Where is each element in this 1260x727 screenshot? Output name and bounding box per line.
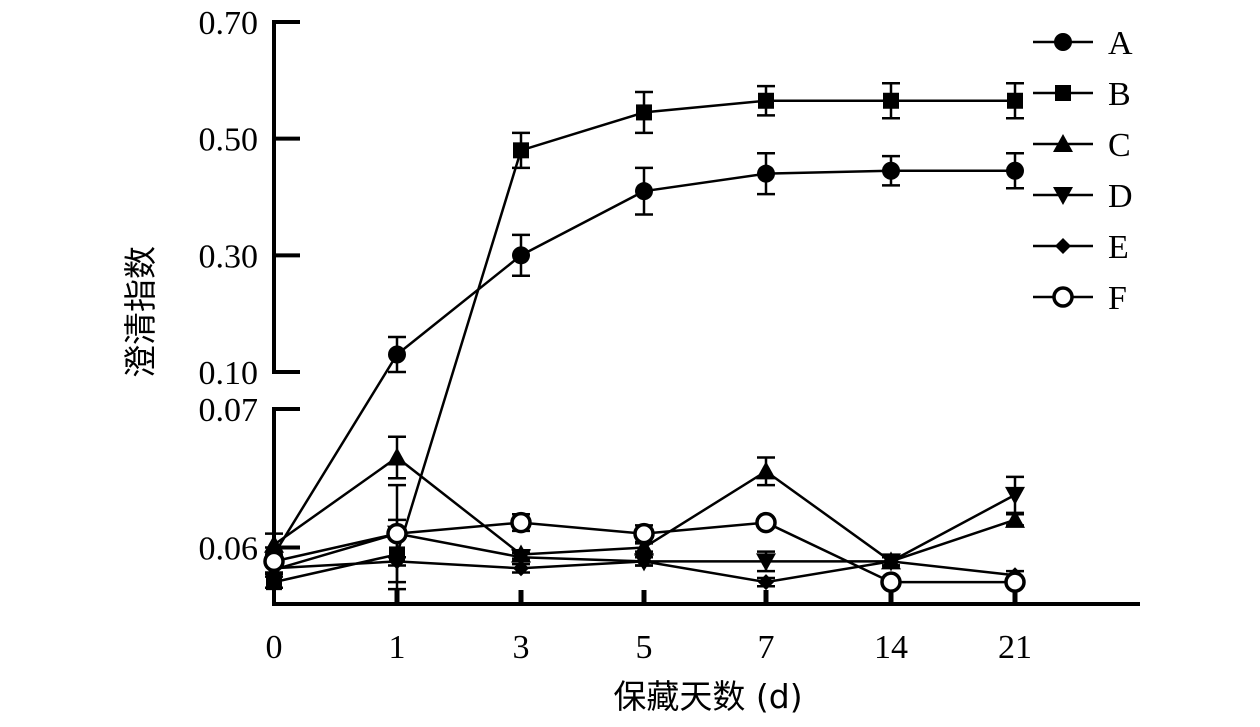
data-point (513, 142, 529, 159)
data-point (757, 164, 775, 183)
data-point (1004, 571, 1026, 593)
legend-item-F: F (1033, 280, 1127, 317)
data-point (263, 550, 285, 573)
legend-label: B (1108, 76, 1131, 113)
data-point (387, 447, 407, 466)
legend-label: E (1108, 229, 1129, 266)
y-tick-label: 0.50 (199, 122, 259, 159)
x-axis-title: 保藏天数 (d) (613, 677, 802, 716)
data-point (634, 537, 654, 556)
data-point (633, 522, 655, 545)
series-line-A (272, 169, 1015, 556)
data-point (513, 560, 529, 577)
data-point (882, 161, 900, 180)
legend-marker (1055, 238, 1071, 254)
x-tick-label: 7 (758, 629, 775, 666)
x-tick-label: 21 (998, 629, 1032, 666)
axes: 0.10 0.30 0.50 0.70 0.06 0.07 0 1 3 5 7 14 21 (199, 5, 1140, 666)
legend-marker (1054, 33, 1072, 51)
y-tick-label: 0.06 (199, 531, 259, 568)
legend-item-E: E (1033, 229, 1129, 266)
legend-marker (1055, 85, 1071, 101)
y-axis-title: 澄清指数 (121, 246, 160, 378)
data-point (1005, 486, 1025, 505)
data-point (510, 511, 532, 534)
data-point (389, 553, 405, 570)
data-point (1005, 509, 1025, 528)
data-point (511, 549, 531, 568)
x-tick-label: 0 (266, 629, 283, 666)
series-F (263, 511, 1026, 593)
x-tick-label: 3 (513, 629, 530, 666)
data-point (883, 92, 899, 109)
y-tick-label: 0.10 (199, 355, 259, 392)
x-tick-label: 5 (636, 629, 653, 666)
legend-item-C: C (1033, 127, 1131, 164)
legend-marker (1053, 134, 1073, 152)
legend-item-A: A (1033, 25, 1133, 62)
y-tick-label: 0.07 (199, 392, 259, 429)
data-point (880, 571, 902, 593)
data-point (388, 345, 406, 364)
series-A (265, 152, 1024, 564)
series-B (265, 82, 1024, 591)
data-point (266, 574, 282, 591)
data-point (512, 246, 530, 265)
series-layer (263, 82, 1026, 593)
legend-marker (1053, 187, 1073, 205)
data-point (755, 511, 777, 534)
data-point (635, 182, 653, 201)
legend-label: F (1108, 280, 1127, 317)
y-tick-label: 0.30 (199, 238, 259, 275)
y-tick-label: 0.70 (199, 5, 259, 42)
data-point (756, 461, 776, 480)
data-point (636, 553, 652, 570)
legend-item-B: B (1033, 76, 1131, 113)
data-point (883, 553, 899, 570)
legend-item-D: D (1033, 178, 1133, 215)
x-tick-label: 1 (389, 629, 406, 666)
data-point (1006, 161, 1024, 180)
legend-label: C (1108, 127, 1131, 164)
data-point (636, 104, 652, 121)
legend-label: A (1108, 25, 1133, 62)
data-point (264, 534, 284, 553)
legend-marker (1052, 286, 1074, 308)
data-point (758, 92, 774, 109)
legend-label: D (1108, 178, 1133, 215)
data-point (756, 553, 776, 572)
x-tick-label: 14 (874, 629, 908, 666)
data-point (386, 522, 408, 545)
data-point (758, 574, 774, 591)
data-point (1007, 92, 1023, 109)
